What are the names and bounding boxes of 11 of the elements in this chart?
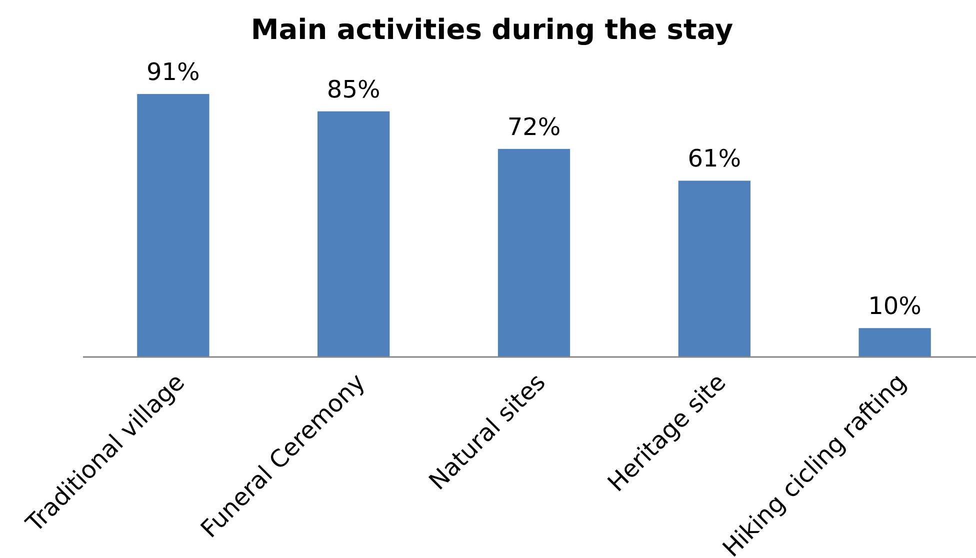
chart-title: Main activities during the stay [250,13,734,46]
data-label: 85% [326,75,380,104]
data-label: 91% [146,58,200,86]
data-label: 10% [868,292,922,320]
data-label: 61% [688,144,742,173]
bar [137,94,210,357]
bar [858,328,931,357]
bar [678,180,750,357]
bar [318,111,390,357]
data-label: 72% [507,112,561,141]
bar [498,148,570,357]
